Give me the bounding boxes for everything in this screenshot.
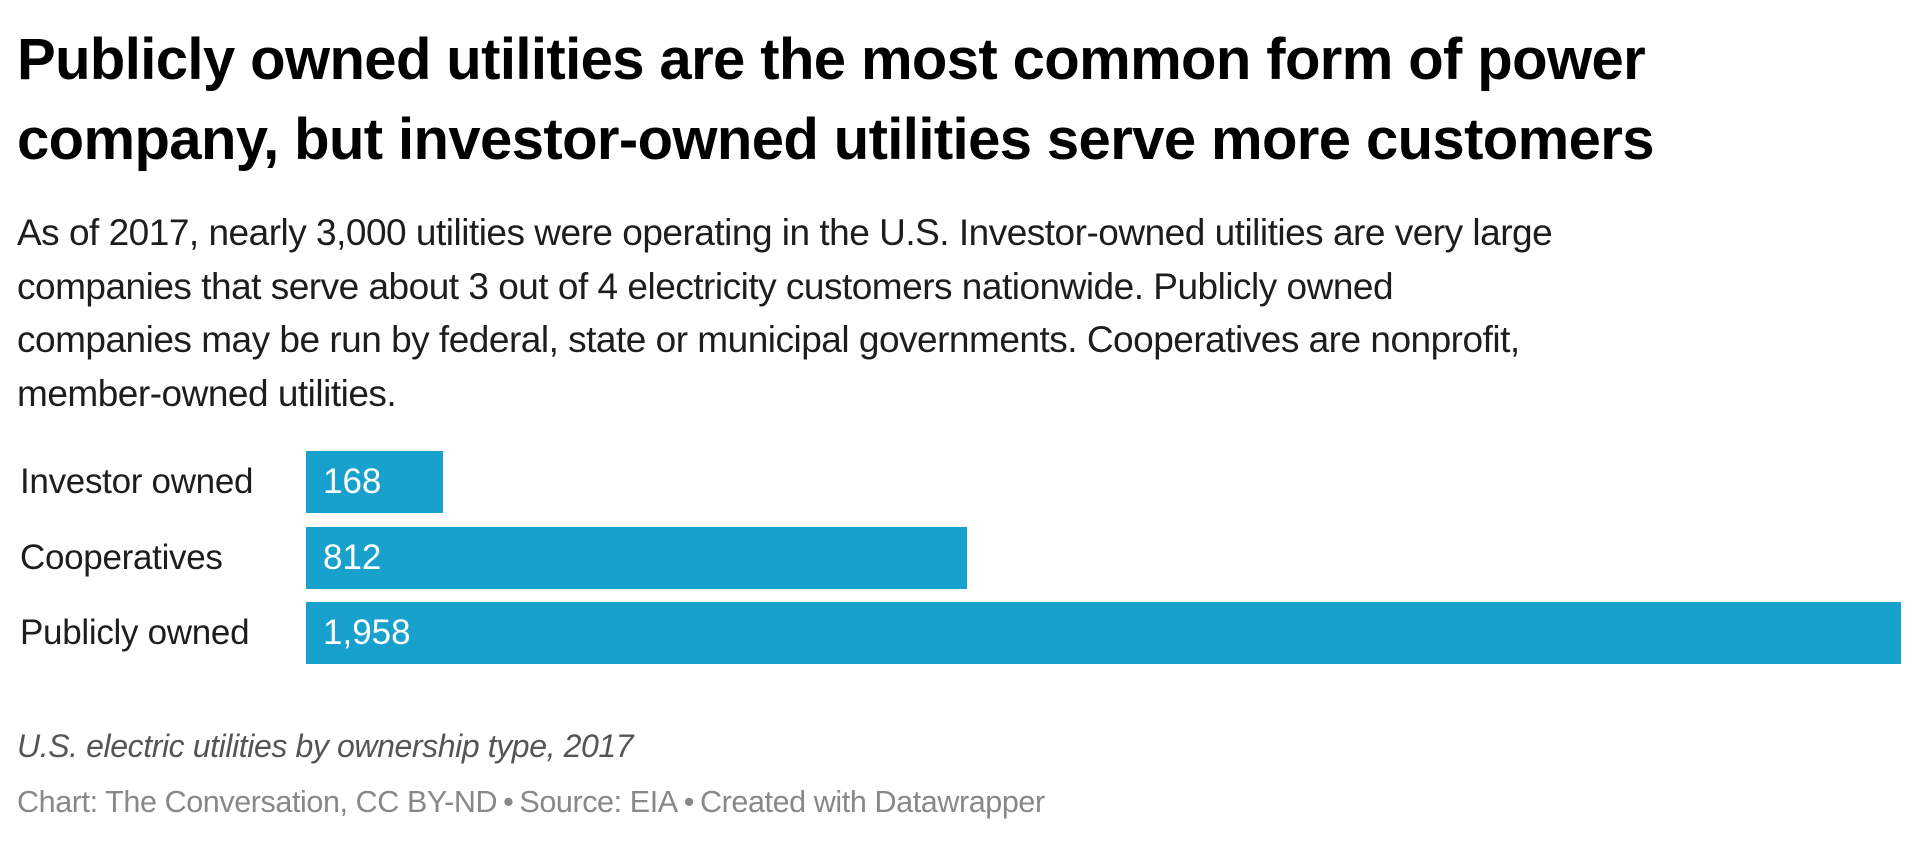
chart-source-line: Chart: The Conversation, CC BY-ND • Source…: [17, 785, 1045, 820]
chart-description-line: member-owned utilities.: [17, 372, 397, 414]
bar-row-investor-owned: Investor owned 168: [0, 451, 1920, 513]
chart-description-line: companies may be run by federal, state o…: [17, 319, 1520, 360]
bar-chart: Investor owned 168 Cooperatives 812 Publ…: [0, 451, 1920, 678]
chart-title-line: company, but investor-owned utilities se…: [17, 107, 1655, 172]
bar-label: Publicly owned: [20, 613, 250, 652]
bar-track: 168: [306, 451, 1901, 513]
bar-track: 1,958: [306, 602, 1901, 664]
separator-bullet: •: [503, 785, 514, 819]
chart-description: As of 2017, nearly 3,000 utilities were …: [17, 206, 1917, 420]
bar[interactable]: 168: [306, 451, 443, 513]
chart-title-line: Publicly owned utilities are the most co…: [17, 27, 1646, 92]
source-link[interactable]: Source: EIA: [519, 785, 678, 819]
bar-track: 812: [306, 526, 1901, 589]
bar-value-label: 1,958: [323, 613, 411, 652]
chart-credit-link[interactable]: Chart: The Conversation, CC BY-ND: [17, 785, 498, 819]
chart-title: Publicly owned utilities are the most co…: [17, 20, 1917, 180]
chart-notes: U.S. electric utilities by ownership typ…: [17, 728, 634, 764]
bar[interactable]: 1,958: [306, 602, 1901, 664]
datawrapper-link[interactable]: Created with Datawrapper: [700, 785, 1045, 819]
bar-label: Cooperatives: [20, 537, 223, 577]
bar-row-cooperatives: Cooperatives 812: [0, 526, 1920, 589]
bar-value-label: 812: [323, 537, 382, 577]
bar-row-publicly-owned: Publicly owned 1,958: [0, 602, 1920, 664]
chart-description-line: As of 2017, nearly 3,000 utilities were …: [17, 212, 1553, 253]
chart-description-line: companies that serve about 3 out of 4 el…: [17, 265, 1394, 307]
bar-label: Investor owned: [20, 462, 254, 501]
separator-bullet: •: [683, 785, 695, 819]
bar[interactable]: 812: [306, 526, 968, 589]
bar-value-label: 168: [323, 462, 382, 501]
